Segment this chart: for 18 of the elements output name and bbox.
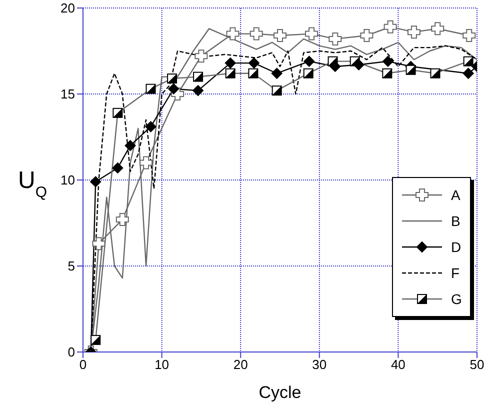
legend-label: B	[451, 213, 460, 229]
y-tick-label: 20	[60, 0, 75, 16]
legend-label: F	[451, 265, 460, 281]
y-tick-label: 5	[68, 258, 75, 274]
y-tick-label: 10	[60, 172, 75, 188]
x-tick-label: 0	[79, 357, 87, 372]
x-tick-label: 20	[233, 357, 248, 372]
x-tick-label: 50	[470, 357, 484, 372]
x-tick-label: 10	[154, 357, 170, 372]
y-tick-label: 0	[68, 344, 75, 360]
legend-label: D	[451, 239, 462, 255]
legend-label: G	[451, 291, 462, 307]
legend-label: A	[451, 187, 460, 203]
y-tick-label: 15	[60, 86, 75, 102]
x-tick-label: 40	[390, 357, 406, 372]
x-axis-title: Cycle	[258, 383, 302, 402]
y-axis-title: U$_{Q}$	[18, 167, 48, 200]
x-tick-label: 30	[312, 357, 327, 372]
